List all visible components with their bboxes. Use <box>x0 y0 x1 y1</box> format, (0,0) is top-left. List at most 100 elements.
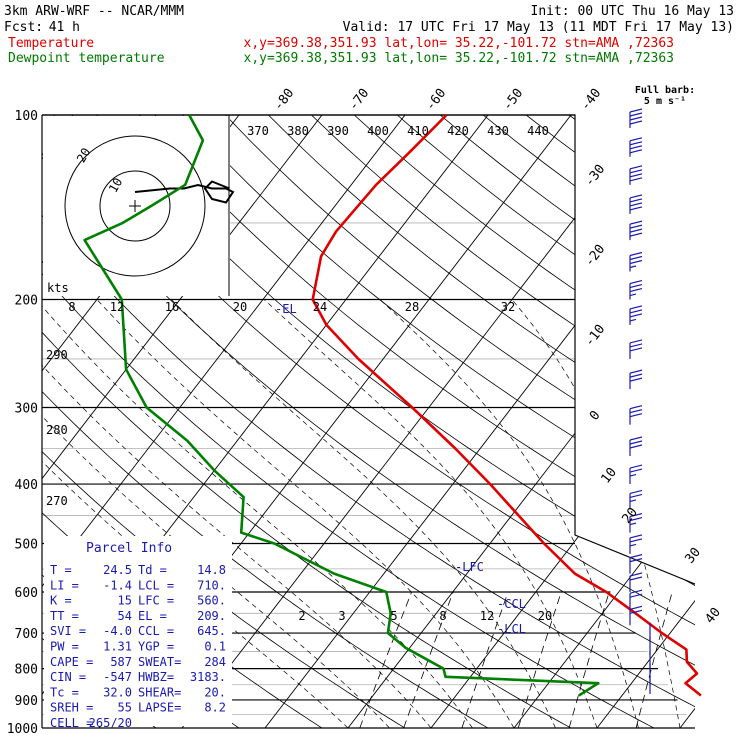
lcl-annotation: -LCL <box>497 622 526 636</box>
wind-barb-flag <box>629 593 643 598</box>
dry-adiabat-line <box>225 115 695 728</box>
wind-barb-flag <box>629 543 637 547</box>
parcel-field-value: 15 <box>118 594 132 608</box>
pressure-tick-label: 1000 <box>7 722 38 737</box>
wind-barb-flag <box>629 145 643 150</box>
parcel-field-value: 265/20 <box>89 716 132 730</box>
mixing-ratio-label: 20 <box>538 609 552 623</box>
parcel-field-value: 3183. <box>190 670 226 684</box>
parcel-field-label: LCL = <box>138 578 174 592</box>
dry-adiabat-line <box>397 115 695 728</box>
parcel-field-value: 8.2 <box>204 701 226 715</box>
moist-adiabat-line <box>171 299 556 728</box>
moist-adiabat-line <box>728 300 740 729</box>
speed-tick-label: 8 <box>68 300 75 314</box>
wind-barb-flag <box>629 228 643 233</box>
wind-barb-flag <box>629 405 643 410</box>
parcel-field-label: EL = <box>138 609 167 623</box>
mixing-ratio-line <box>403 591 454 728</box>
wind-barb-flag <box>629 464 643 469</box>
hodograph-ring-20 <box>64 135 206 277</box>
wind-barb-flag <box>629 169 643 174</box>
barb-legend-title: Full barb: <box>635 85 695 96</box>
theta-tick-label: 370 <box>247 124 269 138</box>
theta-side-label: 270 <box>46 494 68 508</box>
wind-barb-flag <box>629 522 637 526</box>
wind-barb-flag <box>629 436 643 441</box>
parcel-field-value: 0.1 <box>204 640 226 654</box>
wind-barb-flag <box>629 444 643 449</box>
moist-adiabat-line <box>42 299 432 728</box>
parcel-field-value: 54 <box>118 609 132 623</box>
mixing-ratio-label: 12 <box>480 609 494 623</box>
wind-barb-flag <box>629 173 643 178</box>
mixing-ratio-label: 8 <box>439 609 446 623</box>
parcel-field-label: Tc = <box>50 685 79 699</box>
parcel-field-label: CAPE = <box>50 655 93 669</box>
dewpoint-location-info: x,y=369.38,351.93 lat,lon= 35.22,-101.72… <box>244 51 674 66</box>
dry-adiabat-line <box>139 115 695 728</box>
pressure-tick-label: 400 <box>15 478 38 493</box>
hodograph-inset: 10 20 kts <box>43 115 235 296</box>
isotherm-label: 30 <box>683 545 704 567</box>
mixing-ratio-line <box>461 591 509 728</box>
wind-barb-flag <box>629 493 643 499</box>
mixing-ratio-label: 3 <box>338 609 345 623</box>
theta-tick-label: 390 <box>327 124 349 138</box>
parcel-field-label: PW = <box>50 640 79 654</box>
dewpoint-profile-line <box>83 114 600 697</box>
wind-barb-flag <box>629 194 643 199</box>
dry-adiabat-line <box>182 115 695 728</box>
wind-barb-flag <box>629 283 643 289</box>
isotherm-line <box>513 115 695 728</box>
wind-barb-flag <box>629 293 637 297</box>
pressure-tick-label: 700 <box>15 627 38 642</box>
hodograph-ring-label: 20 <box>74 145 93 165</box>
parcel-field-value: 587 <box>110 655 132 669</box>
dry-adiabat-line <box>53 115 695 728</box>
wind-barb-flag <box>629 108 643 113</box>
valid-time: Valid: 17 UTC Fri 17 May 13 (11 MDT Fri … <box>343 20 734 35</box>
wind-barb-flag <box>629 287 643 293</box>
pressure-tick-label: 300 <box>15 401 38 416</box>
theta-tick-label: 410 <box>407 124 429 138</box>
theta-tick-label: 440 <box>527 124 549 138</box>
wind-barb-flag <box>629 489 643 495</box>
moist-adiabat-line <box>263 299 598 728</box>
pressure-tick-label: 800 <box>15 663 38 678</box>
isotherm-line <box>42 115 406 728</box>
parcel-field-value: -1.4 <box>103 578 132 592</box>
isotherm-label: 10 <box>599 465 620 487</box>
dry-adiabat-line <box>525 115 695 728</box>
wind-barb-flag <box>629 373 643 378</box>
wind-barb-flag <box>629 558 643 563</box>
wind-barb-flag <box>629 279 643 285</box>
isotherm-label: 40 <box>703 605 724 627</box>
pressure-tick-label: 200 <box>15 294 38 309</box>
parcel-field-label: TT = <box>50 609 79 623</box>
parcel-info-title: Parcel Info <box>86 541 172 556</box>
parcel-field-value: 1.31 <box>103 640 132 654</box>
wind-barb-flag <box>629 554 643 559</box>
parcel-field-label: SREH = <box>50 701 93 715</box>
theta-tick-label: 420 <box>447 124 469 138</box>
ccl-annotation: -CCL <box>497 597 526 611</box>
parcel-field-value: 560. <box>197 594 226 608</box>
wind-barbs <box>629 108 651 694</box>
wind-barb-flag <box>629 413 643 418</box>
isotherm-label: -10 <box>582 322 608 350</box>
parcel-field-label: SWEAT= <box>138 655 181 669</box>
dry-adiabat-line <box>611 115 695 728</box>
wind-barb-flag <box>629 499 637 503</box>
parcel-field-label: CCL = <box>138 624 174 638</box>
parcel-field-label: HWBZ= <box>138 670 174 684</box>
wind-barb-flag <box>629 177 643 182</box>
isotherm-label: -50 <box>500 86 526 114</box>
theta-side-label: 280 <box>46 423 68 437</box>
moist-adiabat-line <box>379 299 639 728</box>
isotherm-line <box>430 115 695 728</box>
pressure-tick-label: 500 <box>15 537 38 552</box>
isotherm-label: -40 <box>578 86 604 114</box>
wind-barb-flag <box>629 165 643 170</box>
